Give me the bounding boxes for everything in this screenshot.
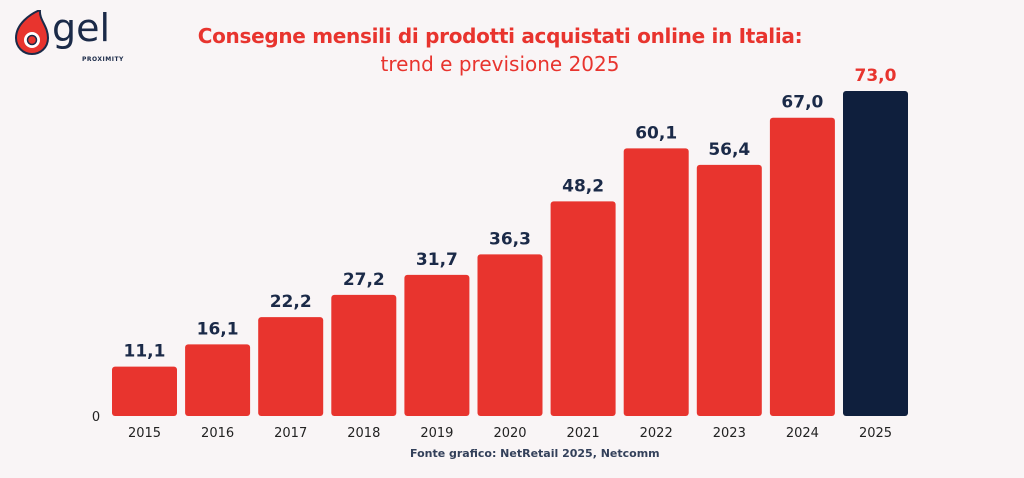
chart-title: Consegne mensili di prodotti acquistati … xyxy=(197,24,803,48)
data-label-2020: 36,3 xyxy=(489,229,531,249)
x-tick-2020: 2020 xyxy=(493,426,526,441)
bar-2025 xyxy=(843,91,908,416)
bar-2021 xyxy=(550,201,616,416)
x-tick-2015: 2015 xyxy=(128,426,161,441)
x-tick-2021: 2021 xyxy=(567,426,600,441)
data-label-2022: 60,1 xyxy=(635,123,677,143)
x-tick-2016: 2016 xyxy=(201,426,234,441)
bar-2016 xyxy=(185,344,251,416)
x-tick-2019: 2019 xyxy=(420,426,453,441)
logo-text: gel xyxy=(52,6,111,50)
logo-subtext: PROXIMITY xyxy=(82,56,124,63)
y-axis-tick-0: 0 xyxy=(92,410,100,425)
x-tick-2023: 2023 xyxy=(713,426,746,441)
data-label-2016: 16,1 xyxy=(197,319,239,339)
data-label-2019: 31,7 xyxy=(416,250,458,270)
x-tick-2024: 2024 xyxy=(786,426,819,441)
bar-2022 xyxy=(623,148,689,416)
data-label-2021: 48,2 xyxy=(562,176,604,196)
source-note: Fonte grafico: NetRetail 2025, Netcomm xyxy=(410,447,660,460)
bar-2015 xyxy=(112,366,177,416)
bar-2019 xyxy=(404,274,470,416)
chart-subtitle: trend e previsione 2025 xyxy=(380,52,620,76)
data-label-2023: 56,4 xyxy=(708,140,750,160)
bar-2024 xyxy=(769,117,835,416)
data-label-2025: 73,0 xyxy=(855,66,897,86)
x-tick-2025: 2025 xyxy=(859,426,892,441)
x-tick-2022: 2022 xyxy=(640,426,673,441)
data-label-2015: 11,1 xyxy=(124,342,166,362)
bar-2017 xyxy=(258,317,324,416)
data-label-2024: 67,0 xyxy=(781,93,823,113)
data-label-2018: 27,2 xyxy=(343,270,385,290)
x-tick-2018: 2018 xyxy=(347,426,380,441)
x-tick-2017: 2017 xyxy=(274,426,307,441)
logo-drop-icon xyxy=(12,8,52,64)
bar-2023 xyxy=(696,164,762,416)
data-label-2017: 22,2 xyxy=(270,292,312,312)
bar-2018 xyxy=(331,294,397,416)
bar-2020 xyxy=(477,254,543,416)
